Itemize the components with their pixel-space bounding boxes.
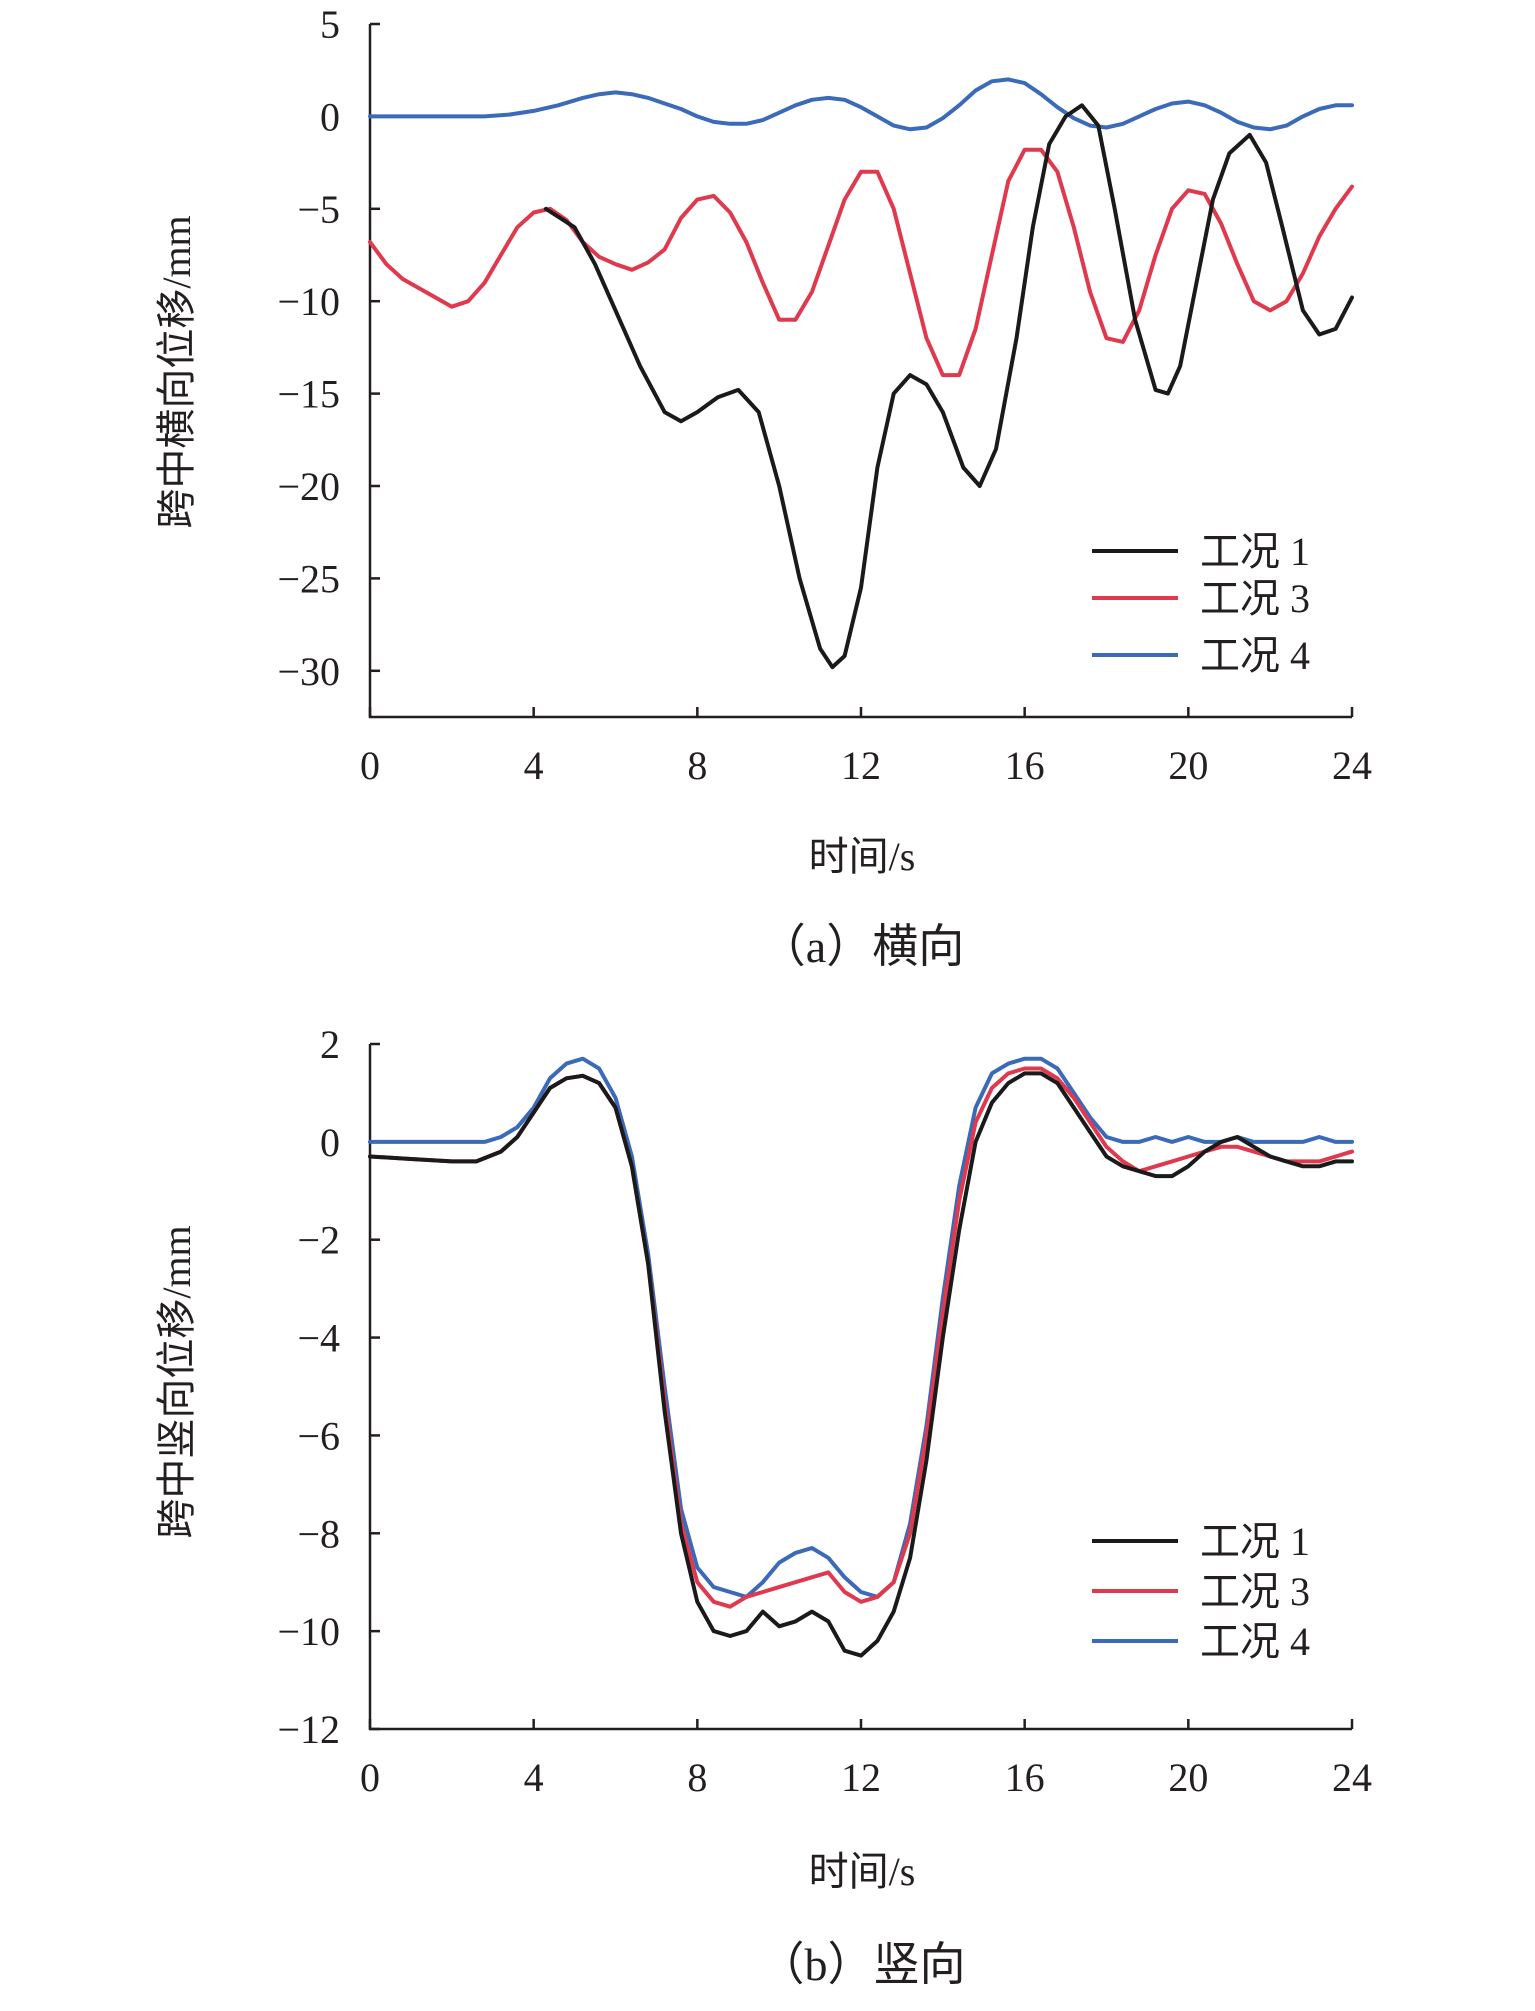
series-line-2 xyxy=(368,147,1354,378)
y-tick-label: −10 xyxy=(277,1609,340,1654)
x-tick-label: 16 xyxy=(1005,1755,1045,1800)
x-tick-label: 20 xyxy=(1168,743,1208,788)
legend-label: 工况 4 xyxy=(1200,633,1310,678)
x-tick-label: 0 xyxy=(360,1755,380,1800)
y-tick-label: 0 xyxy=(320,1120,340,1165)
y-tick-label: −4 xyxy=(297,1316,340,1361)
x-axis-label: 时间/s xyxy=(809,834,916,879)
y-tick-label: −12 xyxy=(277,1707,340,1752)
legend: 工况 1 工况 3 工况 4 xyxy=(1092,1519,1310,1664)
legend: 工况 1工况 3 工况 4 xyxy=(1092,529,1310,678)
x-tick-label: 4 xyxy=(524,1755,544,1800)
y-tick-label: −6 xyxy=(297,1413,340,1458)
y-tick-label: −15 xyxy=(277,372,340,417)
x-tick-label: 4 xyxy=(524,743,544,788)
legend-label: 工况 1 xyxy=(1200,1519,1310,1564)
x-tick-label: 12 xyxy=(841,1755,881,1800)
series-line-1 xyxy=(368,1071,1354,1658)
y-axis-label: 跨中竖向位移/mm xyxy=(154,1225,199,1538)
x-tick-label: 8 xyxy=(687,743,707,788)
y-tick-label: −8 xyxy=(297,1511,340,1556)
series-line-1 xyxy=(543,103,1354,670)
y-tick-label: −5 xyxy=(297,187,340,232)
x-tick-label: 12 xyxy=(841,743,881,788)
series-line-3 xyxy=(368,77,1354,132)
y-tick-label: −30 xyxy=(277,649,340,694)
y-tick-label: 0 xyxy=(320,94,340,139)
y-tick-label: 5 xyxy=(320,2,340,47)
x-tick-label: 8 xyxy=(687,1755,707,1800)
y-tick-label: −20 xyxy=(277,464,340,509)
legend-label: 工况 3 xyxy=(1200,576,1310,621)
x-tick-label: 24 xyxy=(1332,1755,1372,1800)
y-tick-label: 2 xyxy=(320,1022,340,1067)
x-tick-label: 20 xyxy=(1168,1755,1208,1800)
y-axis-label: 跨中横向位移/mm xyxy=(154,215,199,528)
x-tick-label: 0 xyxy=(360,743,380,788)
x-tick-label: 24 xyxy=(1332,743,1372,788)
y-tick-label: −25 xyxy=(277,556,340,601)
panel-caption: （b）竖向 xyxy=(759,1939,966,1990)
x-tick-label: 16 xyxy=(1005,743,1045,788)
legend-label: 工况 1 xyxy=(1200,529,1310,574)
panel-caption: （a）横向 xyxy=(760,921,964,972)
x-axis-label: 时间/s xyxy=(809,1849,916,1894)
y-tick-label: −2 xyxy=(297,1218,340,1263)
legend-label: 工况 4 xyxy=(1200,1619,1310,1664)
y-tick-label: −10 xyxy=(277,279,340,324)
legend-label: 工况 3 xyxy=(1200,1569,1310,1614)
